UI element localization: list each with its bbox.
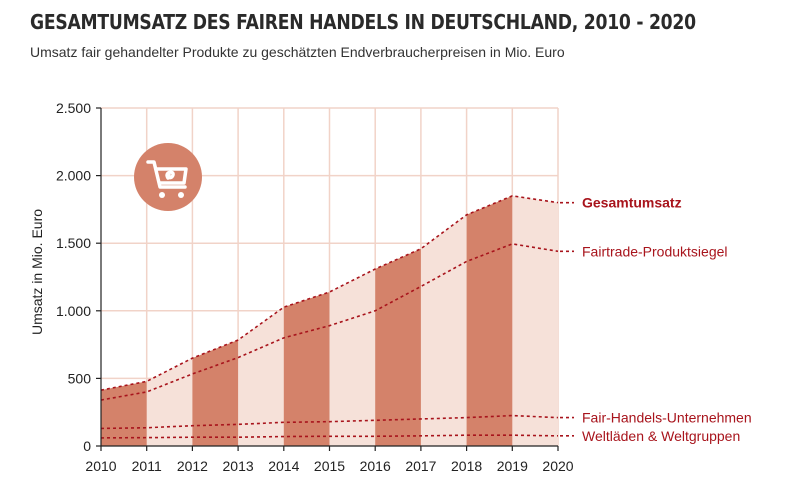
year-band-2018: [466, 195, 513, 446]
year-band-2010: [101, 381, 147, 446]
shopping-cart-icon: [134, 143, 202, 211]
area-layer: [101, 195, 558, 446]
y-tick-label: 2.500: [56, 100, 91, 116]
legend-label: Weltläden & Weltgruppen: [582, 428, 740, 444]
y-tick-label: 1.500: [56, 235, 91, 251]
series-line-4: [100, 434, 559, 439]
series-line-1: [100, 195, 559, 391]
y-tick-label: 2.000: [56, 168, 91, 184]
series-line-2: [100, 243, 559, 401]
chart-title: Gesamtumsatz des Fairen Handels in Deuts…: [30, 10, 696, 34]
chart-subtitle: Umsatz fair gehandelter Produkte zu gesc…: [30, 44, 565, 60]
x-tick-label: 2016: [360, 458, 391, 474]
year-band-2016: [375, 248, 421, 446]
x-tick-label: 2010: [85, 458, 116, 474]
y-tick-label: 500: [68, 370, 92, 386]
x-tick-label: 2014: [268, 458, 299, 474]
y-tick-label: 1.000: [56, 303, 91, 319]
legend-label: Fair-Handels-Unternehmen: [582, 410, 752, 426]
y-axis-label: Umsatz in Mio. Euro: [29, 209, 45, 335]
legend: Gesamtumsatz Fairtrade-Produktsiegel Fair-…: [560, 195, 752, 444]
x-tick-label: 2019: [497, 458, 528, 474]
x-tick-label: 2018: [451, 458, 482, 474]
x-tick-label: 2017: [405, 458, 436, 474]
year-band-2014: [283, 292, 330, 446]
series-lines: [100, 195, 559, 439]
year-band-2012: [192, 340, 239, 446]
series-line-3: [100, 414, 559, 430]
x-tick-label: 2013: [223, 458, 254, 474]
x-tick-label: 2011: [132, 458, 162, 474]
legend-label: Fairtrade-Produktsiegel: [582, 243, 728, 259]
x-tick-label: 2012: [177, 458, 208, 474]
legend-label: Gesamtumsatz: [582, 195, 682, 211]
y-tick-label: 0: [83, 438, 91, 454]
x-tick-label: 2015: [314, 458, 345, 474]
x-tick-label: 2020: [542, 458, 573, 474]
axes: 0 500 1.000 1.500 2.000 2.500 2010 2011 2012 2013…: [56, 100, 574, 474]
